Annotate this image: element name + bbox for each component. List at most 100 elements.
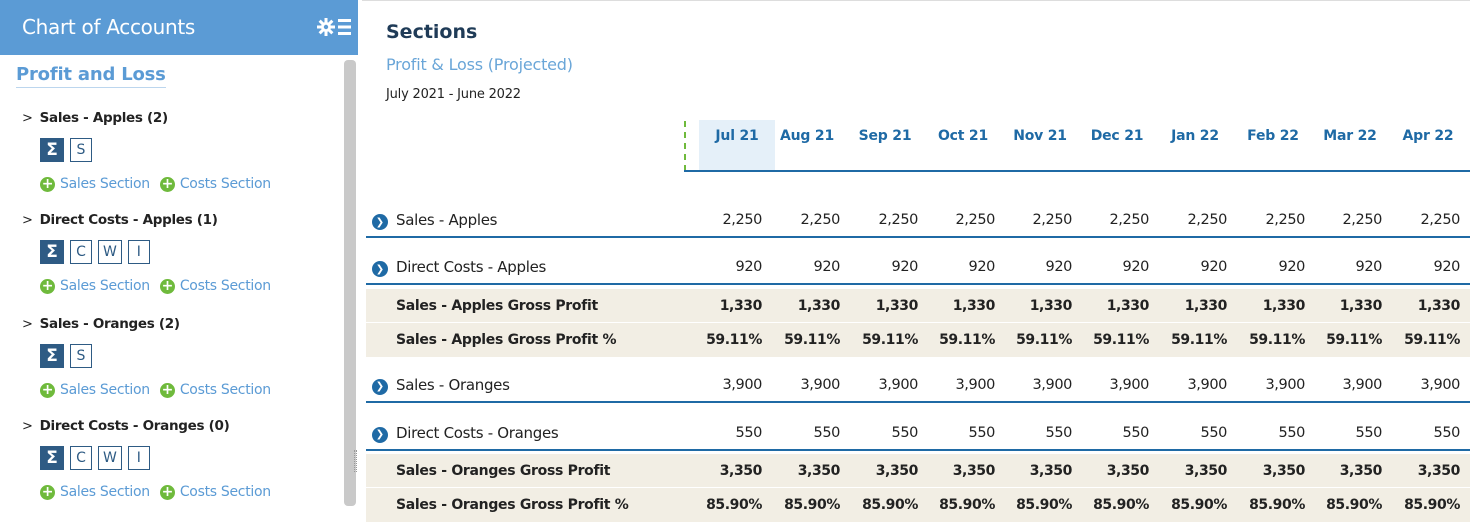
month-header-cell[interactable]: Feb 22 [1247,128,1299,144]
row-value-cell: 3,350 [1184,462,1228,479]
account-row[interactable]: ❯ Direct Costs - Apples 920 920 920 920 920 920… [366,251,1470,285]
current-month-marker [684,121,686,171]
add-costs-section-link[interactable]: + Costs Section [159,382,271,398]
chevron-right-icon[interactable]: > [22,317,33,332]
account-type-button[interactable]: W [98,240,122,264]
month-header-cell[interactable]: Mar 22 [1323,128,1377,144]
row-value-cell: 2,250 [955,212,995,228]
row-value-cell: 920 [1433,259,1461,275]
row-value-cell: 2,250 [1109,212,1149,228]
chevron-right-icon[interactable]: > [22,111,33,126]
row-value-cell: 1,330 [1262,297,1306,314]
plus-circle-icon: + [40,176,55,192]
plus-circle-icon: + [40,382,55,398]
settings-list-icon[interactable] [317,15,353,41]
account-type-button[interactable]: S [70,138,92,162]
expand-circle-icon[interactable]: ❯ [372,214,388,230]
month-header-cell[interactable]: Jan 22 [1171,128,1219,144]
add-sales-section-link[interactable]: + Sales Section [40,382,150,398]
month-header-cell[interactable]: Dec 21 [1090,128,1144,144]
row-value-cell: 3,900 [878,376,918,393]
row-value-cell: 2,250 [1032,212,1072,228]
account-item[interactable]: > Direct Costs - Oranges (0) [22,418,230,434]
row-value-cell: 59.11% [1093,332,1149,348]
account-type-button[interactable]: C [70,240,92,264]
resize-handle[interactable] [354,450,357,472]
row-label: Direct Costs - Apples [396,258,547,276]
row-value-cell: 1,330 [952,297,996,314]
sidebar-scrollbar[interactable] [344,60,356,506]
account-type-button[interactable]: W [98,446,122,470]
row-value-cell: 920 [1278,259,1306,275]
sigma-total-button[interactable]: Σ [40,446,64,470]
add-costs-section-link[interactable]: + Costs Section [159,176,271,192]
row-value-cell: 3,900 [722,376,762,393]
row-value-cell: 85.90% [1404,497,1460,513]
row-value-cell: 550 [1355,424,1383,441]
account-item[interactable]: > Sales - Apples (2) [22,110,168,126]
row-value-cell: 3,350 [797,462,841,479]
link-label: Sales Section [60,176,150,192]
row-value-cell: 550 [1200,424,1228,441]
top-divider [362,0,1470,1]
chevron-right-icon[interactable]: > [22,419,33,434]
account-type-button[interactable]: I [127,240,150,264]
row-value-cell: 550 [968,424,996,441]
gross-profit-row: Sales - Apples Gross Profit 1,330 1,330 1,3… [366,289,1470,322]
row-value-cell: 920 [968,259,996,275]
row-value-cell: 3,350 [952,462,996,479]
month-header-cell[interactable]: Aug 21 [780,128,834,144]
row-value-cell: 550 [891,424,919,441]
row-value-cell: 920 [735,259,763,275]
row-value-cell: 2,250 [1265,212,1305,228]
row-value-cell: 85.90% [1171,497,1227,513]
row-value-cell: 59.11% [862,332,918,348]
month-header-row: Jul 21 Aug 21 Sep 21 Oct 21 Nov 21 Dec 21 Jan … [684,120,1470,172]
row-value-cell: 1,330 [1339,297,1383,314]
month-header-cell[interactable]: Sep 21 [858,128,912,144]
row-value-cell: 550 [1122,424,1150,441]
add-sales-section-link[interactable]: + Sales Section [40,484,150,500]
row-value-cell: 1,330 [719,297,763,314]
add-costs-section-link[interactable]: + Costs Section [159,484,271,500]
row-value-cell: 1,330 [1184,297,1228,314]
profit-and-loss-heading[interactable]: Profit and Loss [16,64,166,88]
account-item[interactable]: > Direct Costs - Apples (1) [22,212,218,228]
row-value-cell: 3,350 [1106,462,1150,479]
sigma-total-button[interactable]: Σ [40,240,64,264]
account-row[interactable]: ❯ Direct Costs - Oranges 550 550 550 550 550 55… [366,416,1470,451]
sidebar-header: Chart of Accounts [0,0,358,55]
add-costs-section-link[interactable]: + Costs Section [159,278,271,294]
add-sales-section-link[interactable]: + Sales Section [40,278,150,294]
sigma-total-button[interactable]: Σ [40,138,64,162]
sigma-total-button[interactable]: Σ [40,344,64,368]
month-header-cell[interactable]: Nov 21 [1013,128,1067,144]
add-sales-section-link[interactable]: + Sales Section [40,176,150,192]
row-value-cell: 85.90% [1249,497,1305,513]
account-type-button[interactable]: S [70,344,92,368]
expand-circle-icon[interactable]: ❯ [372,378,388,395]
month-header-cell[interactable]: Oct 21 [937,128,989,144]
link-label: Sales Section [60,278,150,294]
account-type-button[interactable]: I [127,446,150,470]
month-header-cell[interactable]: Apr 22 [1402,128,1454,144]
row-label: Sales - Oranges Gross Profit [396,462,611,479]
row-value-cell: 1,330 [1106,297,1150,314]
row-value-cell: 920 [813,259,841,275]
row-value-cell: 920 [891,259,919,275]
account-type-button[interactable]: C [70,446,92,470]
row-value-cell: 59.11% [1326,332,1382,348]
row-value-cell: 2,250 [878,212,918,228]
row-value-cell: 2,250 [800,212,840,228]
account-row[interactable]: ❯ Sales - Apples 2,250 2,250 2,250 2,250 2,250… [366,204,1470,238]
link-label: Costs Section [179,278,271,294]
row-value-cell: 550 [735,424,763,441]
account-item[interactable]: > Sales - Oranges (2) [22,316,180,332]
chevron-right-icon[interactable]: > [22,213,33,228]
expand-circle-icon[interactable]: ❯ [372,261,388,277]
month-header-cell[interactable]: Jul 21 [699,120,775,170]
expand-circle-icon[interactable]: ❯ [372,426,388,443]
account-row[interactable]: ❯ Sales - Oranges 3,900 3,900 3,900 3,900 3,90… [366,368,1470,403]
